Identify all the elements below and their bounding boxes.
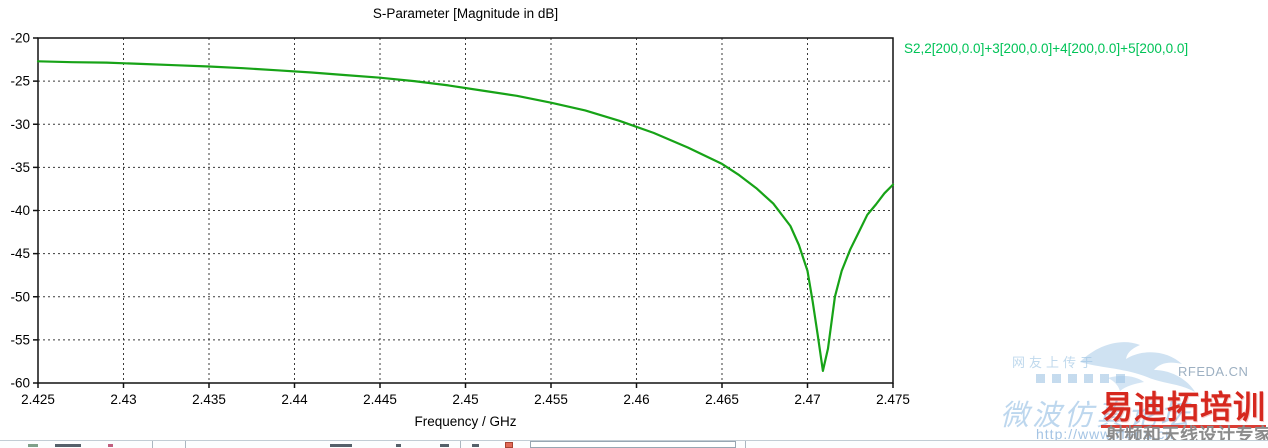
- y-tick-label: -45: [10, 246, 30, 261]
- y-tick-label: -40: [10, 203, 30, 218]
- y-tick-label: -55: [10, 332, 30, 347]
- x-tick-label: 2.46: [623, 392, 649, 407]
- s-parameter-curve: [36, 60, 895, 372]
- bottom-input-box[interactable]: [530, 441, 736, 448]
- bottom-bar-fragment: [472, 444, 479, 447]
- bottom-bar-fragment: [108, 444, 113, 447]
- x-tick-label: 2.43: [110, 392, 136, 407]
- x-tick-label: 2.45: [452, 392, 478, 407]
- legend-entry: S2,2[200,0.0]+3[200,0.0]+4[200,0.0]+5[20…: [904, 41, 1189, 56]
- x-tick-label: 2.47: [794, 392, 820, 407]
- bottom-bar-fragment: [55, 444, 81, 447]
- x-tick-label: 2.435: [192, 392, 226, 407]
- x-tick-label: 2.425: [21, 392, 55, 407]
- y-tick-label: -25: [10, 74, 30, 89]
- bottom-bar-fragment: [440, 444, 449, 447]
- red-indicator-icon[interactable]: [505, 442, 513, 448]
- y-tick-label: -50: [10, 289, 30, 304]
- bottom-bar: [0, 440, 1268, 448]
- bottom-bar-fragment: [396, 444, 401, 447]
- y-tick-label: -60: [10, 376, 30, 391]
- chart-title: S-Parameter [Magnitude in dB]: [372, 6, 559, 21]
- bottom-bar-divider: [460, 441, 461, 448]
- y-tick-label: -20: [10, 31, 30, 46]
- x-tick-label: 2.455: [534, 392, 568, 407]
- x-tick-label: 2.445: [363, 392, 397, 407]
- bottom-bar-divider: [185, 441, 186, 448]
- y-tick-label: -30: [10, 117, 30, 132]
- bottom-bar-fragment: [330, 444, 352, 447]
- bottom-bar-fragment: [28, 444, 38, 447]
- x-tick-label: 2.44: [281, 392, 308, 407]
- bottom-bar-divider: [745, 441, 746, 448]
- bottom-bar-divider: [152, 441, 153, 448]
- x-axis-label: Frequency / GHz: [414, 414, 517, 429]
- x-tick-label: 2.475: [876, 392, 910, 407]
- y-tick-label: -35: [10, 160, 30, 175]
- plot-border: [37, 37, 894, 384]
- x-tick-label: 2.465: [705, 392, 739, 407]
